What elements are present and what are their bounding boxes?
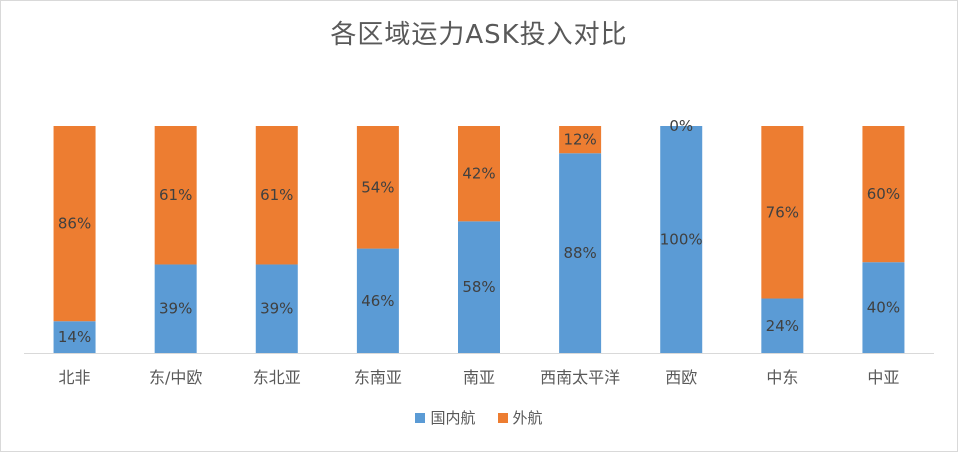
bar-foreign-7 — [761, 126, 804, 299]
bar-domestic-7 — [761, 298, 804, 353]
x-tick-label-8: 中亚 — [867, 368, 899, 387]
legend-item-domestic: 国内航 — [415, 407, 476, 428]
bar-foreign-4 — [458, 126, 500, 222]
bar-domestic-8 — [862, 262, 905, 353]
legend-swatch-domestic — [415, 412, 426, 423]
x-tick-label-2: 东北亚 — [253, 368, 301, 387]
data-label-domestic-5: 88% — [563, 244, 596, 262]
x-tick-label-3: 东南亚 — [354, 368, 402, 387]
data-label-domestic-4: 58% — [462, 278, 495, 296]
bar-domestic-5 — [559, 153, 602, 353]
x-tick-label-5: 西南太平洋 — [540, 368, 620, 387]
chart-title: 各区域运力ASK投入对比 — [330, 20, 628, 50]
x-tick-label-4: 南亚 — [463, 368, 495, 387]
bar-foreign-0 — [53, 126, 96, 322]
bar-domestic-0 — [53, 321, 96, 353]
data-label-foreign-6: 0% — [669, 117, 693, 135]
data-label-foreign-2: 61% — [260, 186, 293, 204]
chart-legend: 国内航 外航 — [0, 407, 958, 428]
bar-foreign-2 — [255, 126, 298, 265]
bar-domestic-6 — [660, 126, 703, 353]
x-tick-label-0: 北非 — [59, 368, 91, 387]
bar-domestic-4 — [458, 221, 500, 353]
data-label-domestic-0: 14% — [58, 328, 91, 346]
data-label-foreign-8: 60% — [867, 185, 900, 203]
data-label-foreign-3: 54% — [361, 178, 394, 196]
legend-item-foreign: 外航 — [497, 407, 543, 428]
legend-label-domestic: 国内航 — [430, 409, 476, 427]
x-tick-label-7: 中东 — [766, 368, 798, 387]
bar-domestic-2 — [255, 264, 298, 353]
x-tick-label-6: 西欧 — [665, 368, 697, 387]
data-label-domestic-8: 40% — [867, 299, 900, 317]
x-tick-label-1: 东/中欧 — [149, 368, 202, 387]
legend-label-foreign: 外航 — [512, 409, 543, 427]
data-label-foreign-4: 42% — [462, 165, 495, 183]
bar-domestic-3 — [356, 248, 399, 353]
data-label-domestic-3: 46% — [361, 292, 394, 310]
data-label-foreign-5: 12% — [563, 131, 596, 149]
data-label-domestic-2: 39% — [260, 300, 293, 318]
bar-foreign-8 — [862, 126, 905, 263]
bar-foreign-5 — [559, 126, 602, 154]
legend-swatch-foreign — [497, 412, 508, 423]
data-label-foreign-7: 76% — [766, 203, 799, 221]
data-label-foreign-0: 86% — [58, 215, 91, 233]
bar-foreign-1 — [154, 126, 197, 265]
bar-foreign-3 — [356, 126, 399, 249]
data-label-foreign-1: 61% — [159, 186, 192, 204]
data-label-domestic-1: 39% — [159, 300, 192, 318]
data-label-domestic-6: 100% — [660, 231, 703, 249]
bar-domestic-1 — [154, 264, 197, 353]
data-label-domestic-7: 24% — [766, 317, 799, 335]
